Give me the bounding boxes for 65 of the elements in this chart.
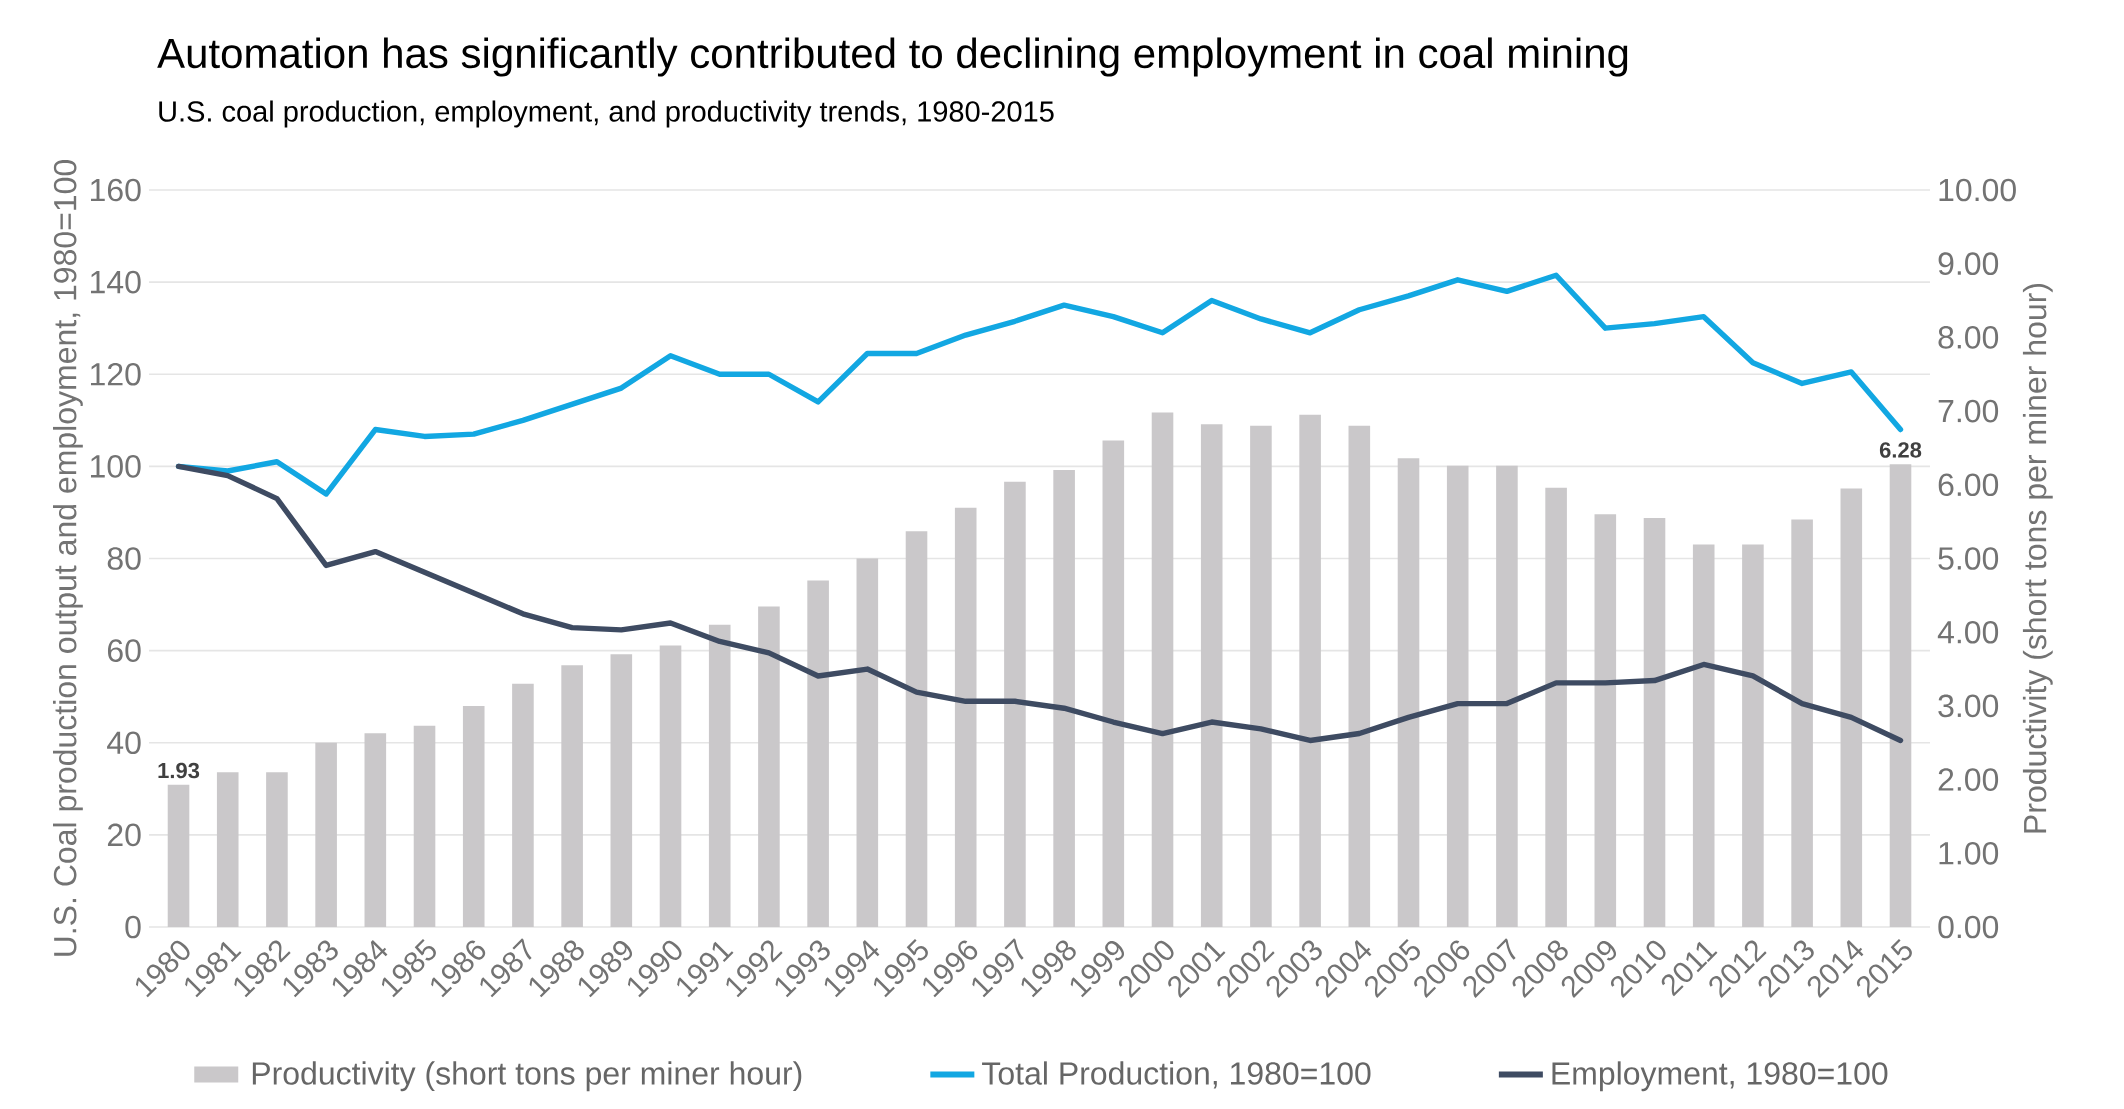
bar xyxy=(610,654,633,927)
y2-tick-label: 7.00 xyxy=(1938,399,1999,423)
bar xyxy=(1840,488,1863,927)
y2-tick-label: 0.00 xyxy=(1938,915,1999,939)
y2-tick-label: 9.00 xyxy=(1938,252,1999,276)
bar xyxy=(1151,412,1174,927)
bar xyxy=(1397,458,1420,927)
bar xyxy=(659,645,682,927)
bar xyxy=(1200,424,1223,927)
y2-tick-label: 10.00 xyxy=(1939,178,2016,202)
y-tick-label: 60 xyxy=(107,639,141,662)
y-tick-label: 0 xyxy=(125,915,141,939)
y2-tick-label: 4.00 xyxy=(1937,620,1999,644)
bar xyxy=(1692,544,1715,927)
y-tick-label: 160 xyxy=(90,178,141,202)
y2-tick-label: 8.00 xyxy=(1938,326,1999,349)
bar xyxy=(1004,481,1026,927)
y2-tick-label: 6.00 xyxy=(1938,473,1999,497)
bar xyxy=(1348,425,1371,927)
bar xyxy=(1594,514,1617,927)
legend-label: Productivity (short tons per miner hour) xyxy=(252,1061,802,1092)
bar xyxy=(1299,414,1321,927)
bar xyxy=(364,733,387,927)
data-label: 6.28 xyxy=(1879,442,1922,458)
bar xyxy=(1053,470,1075,927)
y-tick-label: 100 xyxy=(90,455,141,478)
bar xyxy=(708,624,731,927)
bar xyxy=(1643,517,1666,927)
bar xyxy=(856,558,879,927)
bar xyxy=(1791,519,1813,927)
bar xyxy=(1889,464,1912,927)
y2-tick-label: 1.00 xyxy=(1939,841,1999,865)
bar xyxy=(905,531,928,927)
bar xyxy=(1742,544,1764,927)
bar xyxy=(216,772,239,927)
y2-axis-title: Productivity (short tons per miner hour) xyxy=(2022,284,2053,833)
bar xyxy=(413,725,436,927)
bar xyxy=(167,784,190,927)
y-tick-label: 80 xyxy=(107,547,141,570)
bar xyxy=(266,772,288,927)
bar xyxy=(462,705,485,927)
bar xyxy=(315,742,337,927)
chart-subtitle: U.S. coal production, employment, and productivity trends, 1980-2015 xyxy=(159,100,1054,128)
bar xyxy=(1102,440,1125,927)
y-tick-label: 120 xyxy=(90,362,141,386)
bar xyxy=(561,665,583,927)
y2-tick-label: 2.00 xyxy=(1938,768,1999,791)
bar xyxy=(1496,465,1518,927)
legend-label: Total Production, 1980=100 xyxy=(982,1061,1371,1089)
y-tick-label: 140 xyxy=(90,270,141,294)
bar xyxy=(758,606,780,927)
y-axis-title: U.S. Coal production output and employment, 1980=100 xyxy=(53,160,83,956)
data-label: 1.93 xyxy=(158,762,200,779)
bar xyxy=(807,580,829,927)
bar xyxy=(1545,487,1567,927)
y-tick-label: 40 xyxy=(107,731,141,755)
bar xyxy=(954,507,977,927)
bar xyxy=(512,683,534,927)
chart-title: Automation has significantly contributed to declining employment in coal mining xyxy=(157,37,1628,77)
bar xyxy=(1446,465,1469,927)
bar xyxy=(1250,425,1272,927)
y-tick-label: 20 xyxy=(107,823,141,847)
y2-tick-label: 5.00 xyxy=(1938,547,1999,570)
y2-tick-label: 3.00 xyxy=(1938,694,1999,718)
legend-label: Employment, 1980=100 xyxy=(1552,1061,1888,1092)
